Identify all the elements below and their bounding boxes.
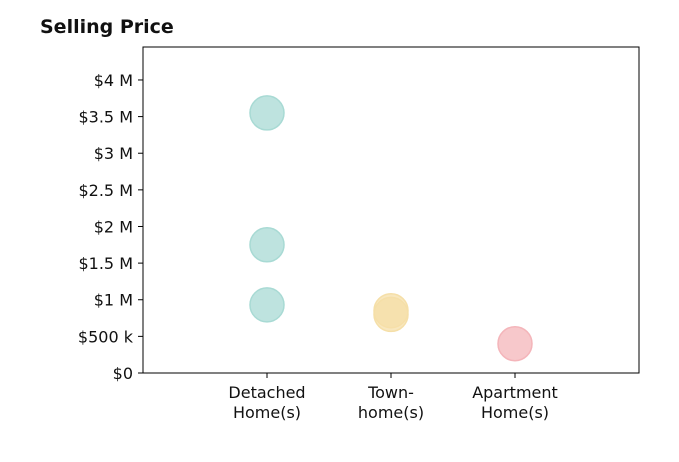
y-tick-label-6: $3 M [94,144,133,163]
y-tick-label-7: $3.5 M [78,108,133,127]
x-tick-label-line: Home(s) [233,403,301,422]
x-tick-label-line: Home(s) [481,403,549,422]
y-tick-label-8: $4 M [94,71,133,90]
data-point-0 [249,95,285,131]
data-point-5 [497,325,533,362]
data-point-1 [249,227,285,263]
x-tick-label-line: Apartment [472,383,558,402]
y-tick-label-5: $2.5 M [78,181,133,200]
y-tick-label-1: $500 k [78,327,134,346]
x-tick-label-0: Detached Home(s) [228,383,305,422]
x-tick-label-line: Town- [367,383,414,402]
data-point-4 [373,296,409,333]
y-tick-label-3: $1.5 M [78,254,133,273]
x-tick-label-line: Detached [228,383,305,402]
data-point-2 [249,287,285,323]
y-tick-label-4: $2 M [94,217,133,236]
chart-title: Selling Price [40,16,174,38]
x-tick-label-1: Town-home(s) [358,383,424,422]
x-tick-label-line: home(s) [358,403,424,422]
y-tick-label-2: $1 M [94,291,133,310]
y-tick-label-0: $0 [113,364,133,383]
x-tick-label-2: Apartment Home(s) [472,383,558,422]
